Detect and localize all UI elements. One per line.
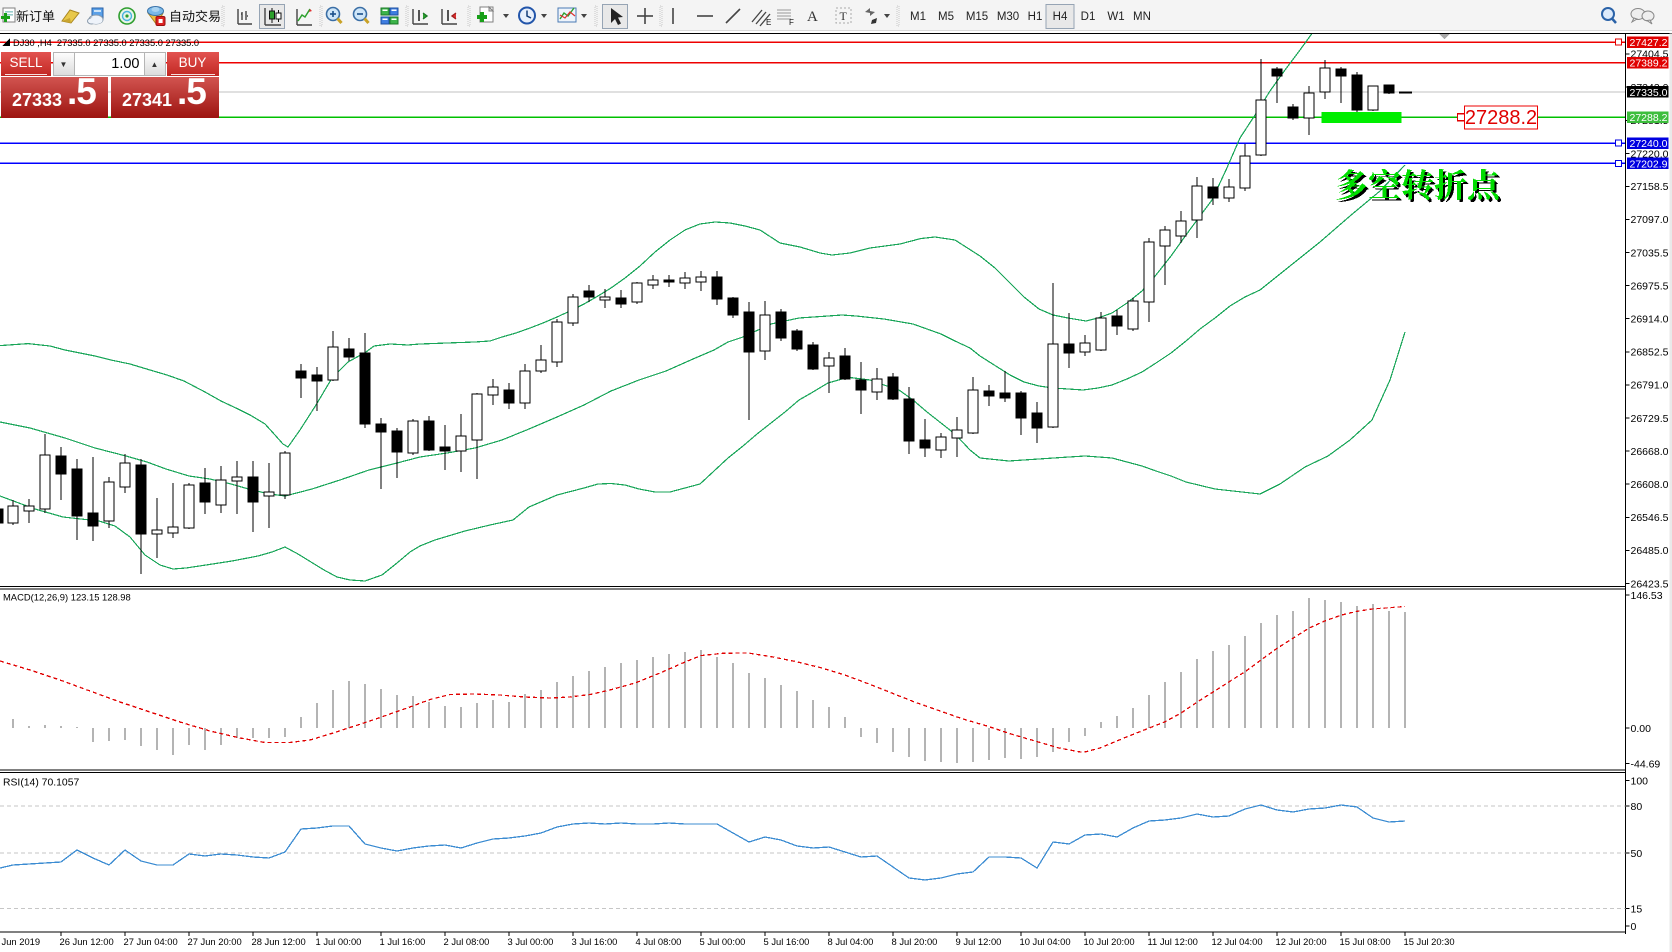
svg-text:MN: MN [1133, 11, 1151, 23]
svg-text:80: 80 [1631, 801, 1643, 813]
svg-text:50: 50 [1631, 848, 1643, 860]
svg-text:M30: M30 [997, 11, 1019, 23]
svg-text:10 Jul 04:00: 10 Jul 04:00 [1020, 936, 1071, 947]
svg-text:3 Jul 00:00: 3 Jul 00:00 [508, 936, 554, 947]
svg-text:27158.5: 27158.5 [1631, 181, 1669, 193]
svg-text:26914.0: 26914.0 [1631, 314, 1669, 326]
svg-text:27240.0: 27240.0 [1630, 138, 1668, 150]
svg-text:8 Jul 04:00: 8 Jul 04:00 [828, 936, 874, 947]
svg-text:11 Jul 12:00: 11 Jul 12:00 [1148, 936, 1198, 947]
svg-text:D1: D1 [1081, 11, 1096, 23]
svg-text:27220.0: 27220.0 [1631, 148, 1669, 160]
svg-text:26546.5: 26546.5 [1631, 512, 1669, 524]
svg-text:2 Jul 08:00: 2 Jul 08:00 [444, 936, 490, 947]
svg-text:8 Jul 20:00: 8 Jul 20:00 [892, 936, 938, 947]
svg-text:0: 0 [1631, 921, 1637, 933]
svg-text:15 Jul 20:30: 15 Jul 20:30 [1404, 936, 1455, 947]
svg-text:26608.0: 26608.0 [1631, 479, 1669, 491]
svg-text:RSI(14) 70.1057: RSI(14) 70.1057 [3, 778, 79, 789]
svg-text:27288.2: 27288.2 [1630, 112, 1668, 124]
svg-text:W1: W1 [1107, 11, 1124, 23]
svg-text:26668.0: 26668.0 [1631, 446, 1669, 458]
svg-text:100: 100 [1631, 775, 1649, 787]
svg-text:DJ30 ,H4 27335.0 27335.0 2733: DJ30 ,H4 27335.0 27335.0 27335.0 27335.0 [13, 38, 199, 48]
svg-text:15 Jul 08:00: 15 Jul 08:00 [1340, 936, 1391, 947]
svg-text:1 Jul 16:00: 1 Jul 16:00 [380, 936, 426, 947]
svg-text:10 Jul 20:00: 10 Jul 20:00 [1084, 936, 1135, 947]
svg-text:F: F [789, 18, 794, 27]
svg-text:27202.9: 27202.9 [1630, 158, 1668, 170]
svg-text:146.53: 146.53 [1631, 590, 1663, 602]
svg-text:27 Jun 04:00: 27 Jun 04:00 [124, 936, 178, 947]
svg-text:5 Jul 16:00: 5 Jul 16:00 [764, 936, 810, 947]
svg-text:4 Jul 08:00: 4 Jul 08:00 [636, 936, 682, 947]
svg-text:15: 15 [1631, 903, 1643, 915]
svg-text:26 Jun 12:00: 26 Jun 12:00 [60, 936, 114, 947]
svg-text:3 Jul 16:00: 3 Jul 16:00 [572, 936, 618, 947]
svg-text:27335.0: 27335.0 [1630, 87, 1668, 99]
svg-text:1 Jul 00:00: 1 Jul 00:00 [316, 936, 362, 947]
svg-text:A: A [807, 9, 818, 25]
svg-text:M15: M15 [966, 11, 988, 23]
svg-text:26852.5: 26852.5 [1631, 347, 1669, 359]
svg-text:0.00: 0.00 [1631, 723, 1652, 735]
svg-text:-44.69: -44.69 [1631, 759, 1661, 771]
svg-text:27389.2: 27389.2 [1630, 58, 1668, 70]
svg-text:26791.0: 26791.0 [1631, 380, 1669, 392]
svg-text:12 Jul 04:00: 12 Jul 04:00 [1212, 936, 1263, 947]
svg-text:26975.5: 26975.5 [1631, 280, 1669, 292]
svg-text:27097.0: 27097.0 [1631, 214, 1669, 226]
svg-text:26485.0: 26485.0 [1631, 545, 1669, 557]
svg-text:E: E [766, 18, 771, 27]
svg-text:H4: H4 [1053, 11, 1068, 23]
svg-text:5 Jul 00:00: 5 Jul 00:00 [700, 936, 746, 947]
svg-text:12 Jul 20:00: 12 Jul 20:00 [1276, 936, 1327, 947]
svg-text:H1: H1 [1028, 11, 1043, 23]
svg-text:MACD(12,26,9) 123.15 128.98: MACD(12,26,9) 123.15 128.98 [3, 592, 131, 603]
svg-text:M1: M1 [910, 11, 926, 23]
svg-text:T: T [840, 9, 848, 23]
svg-text:27035.5: 27035.5 [1631, 247, 1669, 259]
svg-text:26729.5: 26729.5 [1631, 413, 1669, 425]
svg-text:M5: M5 [938, 11, 954, 23]
svg-text:9 Jul 12:00: 9 Jul 12:00 [956, 936, 1002, 947]
svg-text:25 Jun 2019: 25 Jun 2019 [0, 936, 40, 947]
svg-text:27427.2: 27427.2 [1630, 37, 1668, 49]
svg-text:27288.2: 27288.2 [1465, 107, 1537, 129]
svg-text:26423.5: 26423.5 [1631, 578, 1669, 590]
svg-text:27 Jun 20:00: 27 Jun 20:00 [188, 936, 242, 947]
svg-text:28 Jun 12:00: 28 Jun 12:00 [252, 936, 306, 947]
